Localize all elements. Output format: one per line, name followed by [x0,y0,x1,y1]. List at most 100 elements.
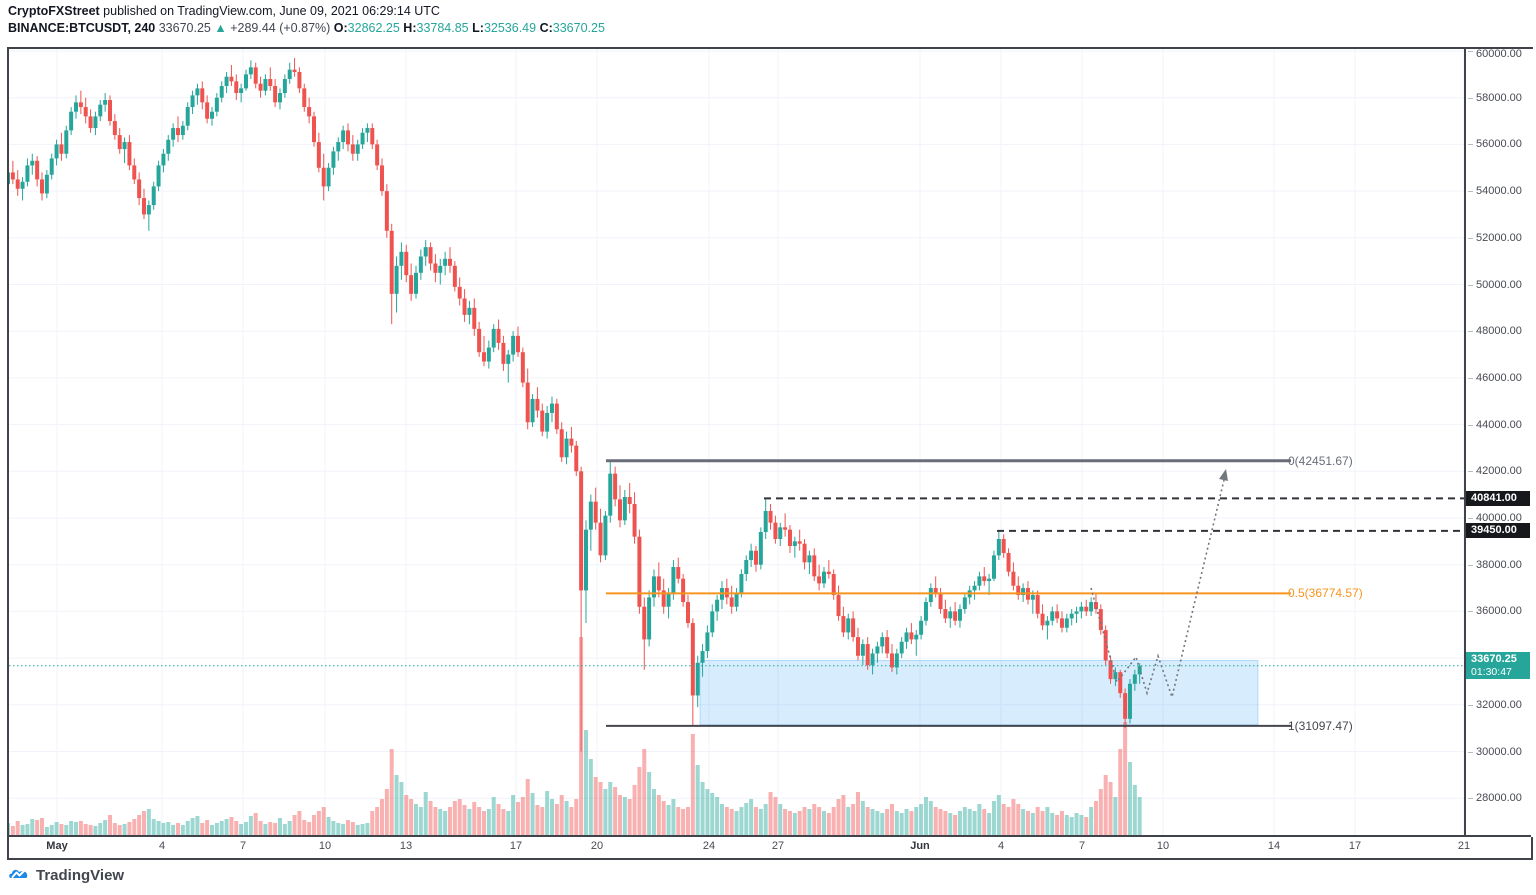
candle[interactable] [171,128,176,140]
candle[interactable] [103,100,108,105]
candle[interactable] [477,328,482,353]
candle[interactable] [880,637,885,647]
candle[interactable] [841,616,846,633]
time-axis[interactable]: May 4 7 10 13 17 20 24 27 Jun 4 7 10 14 17 21 [9,835,1531,858]
candle[interactable] [681,578,686,603]
price-projection-path[interactable] [1090,479,1225,700]
candle[interactable] [977,576,982,586]
candle[interactable] [889,653,894,668]
candle[interactable] [540,410,545,432]
candle[interactable] [583,529,588,591]
candle[interactable] [1045,620,1050,626]
candle[interactable] [1001,539,1006,554]
candle[interactable] [987,578,992,582]
candle[interactable] [287,69,292,80]
candle[interactable] [331,151,336,168]
candle[interactable] [744,560,749,575]
candle[interactable] [311,116,316,143]
candle[interactable] [787,529,792,547]
candle[interactable] [418,256,423,273]
candle[interactable] [579,471,584,591]
candle[interactable] [292,69,297,73]
candle[interactable] [710,611,715,633]
candle[interactable] [49,158,54,175]
candle[interactable] [1006,553,1011,572]
candle[interactable] [627,496,632,504]
candle[interactable] [749,550,754,561]
candle[interactable] [588,501,593,530]
candle[interactable] [20,181,25,189]
candle[interactable] [1069,613,1074,619]
candle[interactable] [302,88,307,108]
candle[interactable] [1123,693,1128,719]
candle[interactable] [957,609,962,621]
candle[interactable] [651,576,656,598]
candle[interactable] [428,247,433,264]
candle[interactable] [195,88,200,96]
candle[interactable] [734,592,739,607]
candle[interactable] [1089,602,1094,612]
candle[interactable] [336,142,341,152]
candle[interactable] [200,88,205,103]
candle[interactable] [205,102,210,119]
candle[interactable] [472,307,477,329]
candle[interactable] [642,606,647,640]
candle[interactable] [1055,611,1060,619]
candle[interactable] [1108,660,1113,680]
candle[interactable] [389,230,394,294]
candle[interactable] [899,641,904,654]
candle[interactable] [224,76,229,87]
candle[interactable] [846,618,851,633]
candle[interactable] [1098,609,1103,631]
candle[interactable] [802,543,807,563]
candle[interactable] [549,403,554,413]
candle[interactable] [530,398,535,423]
candle[interactable] [598,522,603,556]
candle[interactable] [44,174,49,194]
candle[interactable] [326,167,331,187]
candle[interactable] [462,298,467,315]
candle[interactable] [996,539,1001,556]
candle[interactable] [1127,683,1132,719]
candle[interactable] [1021,588,1026,596]
candle[interactable] [797,541,802,544]
candle[interactable] [1016,585,1021,596]
candle[interactable] [107,100,112,122]
candle[interactable] [817,576,822,584]
candle[interactable] [443,258,448,266]
candle[interactable] [515,335,520,353]
candle[interactable] [413,272,418,294]
candle[interactable] [656,576,661,591]
candle[interactable] [93,116,98,129]
candle[interactable] [506,354,511,364]
candle[interactable] [151,186,156,206]
candle[interactable] [234,81,239,94]
candle[interactable] [773,522,778,540]
candle[interactable] [647,597,652,640]
candle[interactable] [175,128,180,136]
candle[interactable] [948,611,953,619]
candle[interactable] [603,515,608,556]
candle[interactable] [685,602,690,624]
candle[interactable] [695,662,700,696]
candle[interactable] [447,258,452,266]
candle[interactable] [972,585,977,591]
candle[interactable] [671,567,676,593]
candle[interactable] [564,438,569,458]
candle[interactable] [943,609,948,619]
candle[interactable] [88,116,93,129]
candle[interactable] [855,637,860,656]
candle[interactable] [608,473,613,516]
candle[interactable] [78,102,83,108]
candle[interactable] [127,142,132,166]
candle[interactable] [894,653,899,668]
candle[interactable] [535,398,540,411]
candle[interactable] [219,86,224,98]
candle[interactable] [559,429,564,458]
candle[interactable] [525,382,530,423]
candle[interactable] [190,95,195,108]
candle[interactable] [112,121,117,136]
candle[interactable] [345,130,350,145]
candle[interactable] [496,328,501,343]
candle[interactable] [812,555,817,577]
